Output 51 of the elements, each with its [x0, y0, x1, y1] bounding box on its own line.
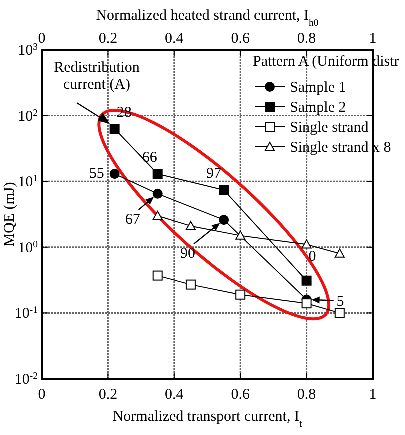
point	[302, 298, 312, 309]
x-tick-label: 0.6	[231, 31, 250, 47]
annotation: 0	[308, 248, 316, 265]
point	[334, 308, 345, 318]
y-tick-label: 10$^{3}$	[18, 42, 38, 59]
point	[110, 169, 120, 180]
x2-tick-label: 0.6	[231, 387, 250, 403]
x2-tick-label: 0.8	[297, 387, 316, 403]
x-tick-label: 0.4	[165, 31, 184, 47]
x-tick-label: 0	[38, 31, 46, 47]
x-tick-label: 0.8	[297, 31, 316, 47]
annotation: 97	[206, 166, 222, 182]
point	[334, 248, 345, 258]
legend-label: Single strand	[290, 120, 370, 136]
y-tick-label: 10$^{-1}$	[14, 304, 38, 322]
point	[302, 276, 312, 286]
annotation: 55	[89, 166, 104, 182]
x2-tick-label: 0.4	[165, 387, 184, 403]
x2-tick-label: 1	[369, 387, 377, 403]
legend-label: Sample 2	[290, 100, 346, 116]
legend-label: Sample 1	[290, 80, 346, 96]
legend-title: Pattern A (Uniform distr	[253, 54, 400, 70]
x-axis-title: Normalized transport current, I$_{t}$	[112, 409, 302, 430]
annotation: Redistribution current (A)	[54, 60, 140, 93]
annotation: 28	[116, 105, 132, 122]
x-tick-label: 0.2	[98, 31, 118, 47]
point	[302, 240, 312, 249]
y-tick-label: 10$^{2}$	[18, 107, 38, 125]
y-tick-label: 10$^{-2}$	[14, 370, 38, 388]
point	[152, 188, 163, 199]
point	[152, 169, 163, 180]
annotation: 67	[125, 212, 141, 228]
y-tick-label: 10$^{1}$	[18, 173, 38, 191]
annotation: 66	[142, 150, 158, 166]
y-tick-label: 10$^{0}$	[18, 238, 38, 256]
x2-tick-label: 0	[38, 387, 46, 403]
point	[219, 215, 230, 226]
point	[186, 280, 196, 290]
point	[110, 124, 120, 134]
x-tick-label: 1	[369, 31, 377, 47]
x2-axis-title: Normalized heated strand current, I$_{h0}$	[96, 8, 319, 28]
x2-tick-label: 0.2	[98, 387, 118, 403]
point	[236, 290, 246, 300]
annotation: 5	[336, 294, 344, 310]
point	[186, 221, 196, 230]
point	[152, 270, 163, 281]
point	[152, 211, 163, 220]
point	[236, 230, 246, 240]
point	[219, 185, 230, 196]
y-axis-title: MQE (mJ)	[2, 182, 18, 247]
annotation: 90	[180, 246, 196, 262]
